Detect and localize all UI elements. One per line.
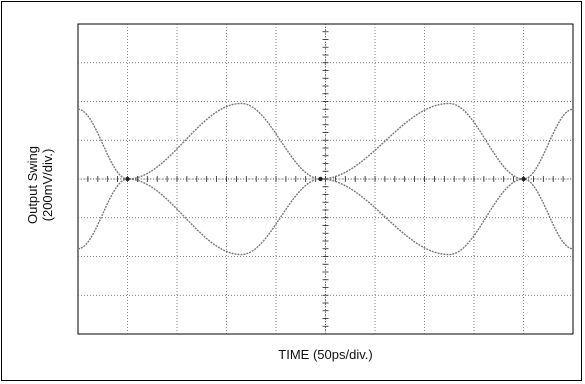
y-axis-label-line2: (200mV/div.) bbox=[40, 148, 56, 222]
eye-crossing-point bbox=[318, 176, 323, 182]
y-axis-label-line1: Output Swing bbox=[25, 145, 41, 225]
center-axis-ticks bbox=[78, 24, 573, 334]
y-axis-label: Output Swing (200mV/div.) bbox=[8, 105, 72, 265]
eye-crossing-point bbox=[125, 176, 130, 182]
x-axis-label: TIME (50ps/div.) bbox=[278, 347, 373, 362]
grid-lines bbox=[78, 24, 573, 334]
eye-crossing-point bbox=[521, 176, 526, 182]
eye-traces bbox=[77, 102, 574, 256]
